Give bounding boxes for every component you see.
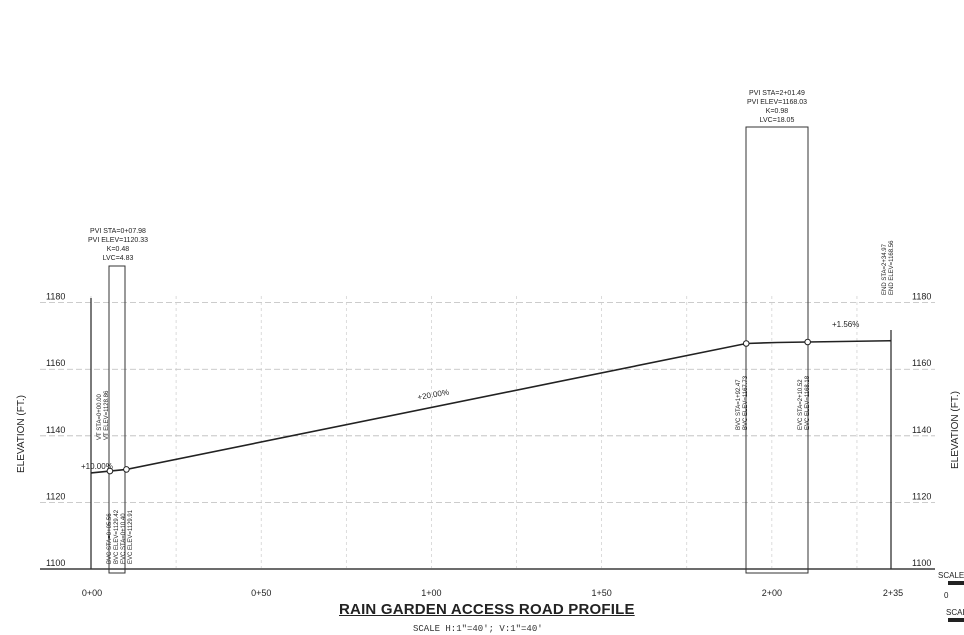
elevation-ticks-left: 1100 1120 1140 1160 1180 bbox=[46, 292, 65, 568]
profile-line-group bbox=[90, 338, 891, 475]
right-axis-label: ELEVATION (FT.) bbox=[950, 391, 961, 469]
elevation-tick-right: 1180 bbox=[912, 292, 931, 302]
elevation-tick-left: 1120 bbox=[46, 491, 65, 501]
station-tick-label: 1+50 bbox=[591, 588, 611, 598]
end-station-label: END STA=2+34.97 bbox=[882, 243, 888, 295]
station-tick-label: 1+00 bbox=[421, 588, 441, 598]
pvi-1-callout: PVI STA=0+07.98 PVI ELEV=1120.33 K=0.48 … bbox=[88, 228, 148, 574]
profile-point bbox=[123, 466, 130, 473]
bvc2-station-label: BVC STA=1+92.47 bbox=[736, 379, 742, 430]
right-edge-scale-bar-2 bbox=[948, 618, 964, 622]
grade-label-end: +1.56% bbox=[832, 320, 859, 329]
drawing-title: RAIN GARDEN ACCESS ROAD PROFILE bbox=[339, 601, 635, 618]
right-edge-zero: 0 bbox=[944, 591, 949, 600]
grade-label-main: +20.00% bbox=[417, 388, 450, 402]
station-ticks: 0+00 0+50 1+00 1+50 2+00 2+35 bbox=[82, 588, 903, 598]
end-elevation-label: END ELEV=1168.56 bbox=[889, 240, 895, 295]
start-station-label: VT STA=0+00.00 bbox=[97, 394, 103, 440]
profile-point bbox=[742, 340, 750, 347]
bvc-station-label: BVC STA=0+05.56 bbox=[107, 513, 113, 564]
pvi-1-k-value: K=0.48 bbox=[107, 246, 129, 253]
pvi-2-elevation: PVI ELEV=1168.03 bbox=[747, 99, 807, 106]
pvi-2-k-value: K=0.98 bbox=[766, 108, 788, 115]
elevation-tick-left: 1100 bbox=[46, 558, 65, 568]
elevation-tick-left: 1140 bbox=[46, 425, 65, 435]
evc-station-label: EVC STA=0+10.40 bbox=[121, 513, 127, 564]
vertical-station-labels: VT STA=0+00.00 VT ELEV=1128.86 BVC STA=0… bbox=[97, 240, 895, 564]
bvc-elevation-label: BVC ELEV=1129.42 bbox=[114, 509, 120, 564]
elevation-tick-right: 1140 bbox=[912, 425, 931, 435]
station-tick-label: 0+00 bbox=[82, 588, 102, 598]
bvc2-elevation-label: BVC ELEV=1167.73 bbox=[743, 375, 749, 430]
evc-elevation-label: EVC ELEV=1129.91 bbox=[128, 509, 134, 564]
elevation-tick-left: 1180 bbox=[46, 292, 65, 302]
station-tick-label: 0+50 bbox=[251, 588, 271, 598]
drawing-scale: SCALE H:1"=40'; V:1"=40' bbox=[413, 624, 543, 634]
left-axis-label: ELEVATION (FT.) bbox=[16, 395, 27, 473]
elevation-ticks-right: 1100 1120 1140 1160 1180 bbox=[912, 292, 931, 568]
right-edge-scale-fragment: SCALE bbox=[938, 571, 964, 580]
evc2-elevation-label: EVC ELEV=1168.18 bbox=[805, 375, 811, 430]
elevation-tick-right: 1160 bbox=[912, 358, 931, 368]
evc2-station-label: EVC STA=2+10.52 bbox=[798, 379, 804, 430]
profile-point bbox=[106, 467, 114, 475]
right-edge-scale-fragment-2: SCALE bbox=[946, 608, 964, 617]
start-elevation-label: VT ELEV=1128.86 bbox=[104, 390, 110, 440]
pvi-1-station: PVI STA=0+07.98 bbox=[90, 228, 146, 235]
grid bbox=[40, 296, 935, 570]
pvi-2-lvc: LVC=18.05 bbox=[760, 117, 795, 124]
pvi-2-callout: PVI STA=2+01.49 PVI ELEV=1168.03 K=0.98 … bbox=[745, 90, 809, 574]
profile-point bbox=[804, 338, 811, 346]
station-tick-label: 2+35 bbox=[883, 588, 903, 598]
pvi-1-elevation: PVI ELEV=1120.33 bbox=[88, 237, 148, 244]
station-tick-label: 2+00 bbox=[762, 588, 782, 598]
pvi-1-lvc: LVC=4.83 bbox=[103, 255, 134, 262]
profile-line bbox=[90, 339, 891, 474]
pvi-2-station: PVI STA=2+01.49 bbox=[749, 90, 805, 97]
grade-label-start: +10.00% bbox=[81, 462, 113, 471]
elevation-tick-right: 1100 bbox=[912, 558, 931, 568]
elevation-tick-right: 1120 bbox=[912, 491, 931, 501]
right-edge-scale-bar bbox=[948, 581, 964, 585]
elevation-tick-left: 1160 bbox=[46, 358, 65, 368]
